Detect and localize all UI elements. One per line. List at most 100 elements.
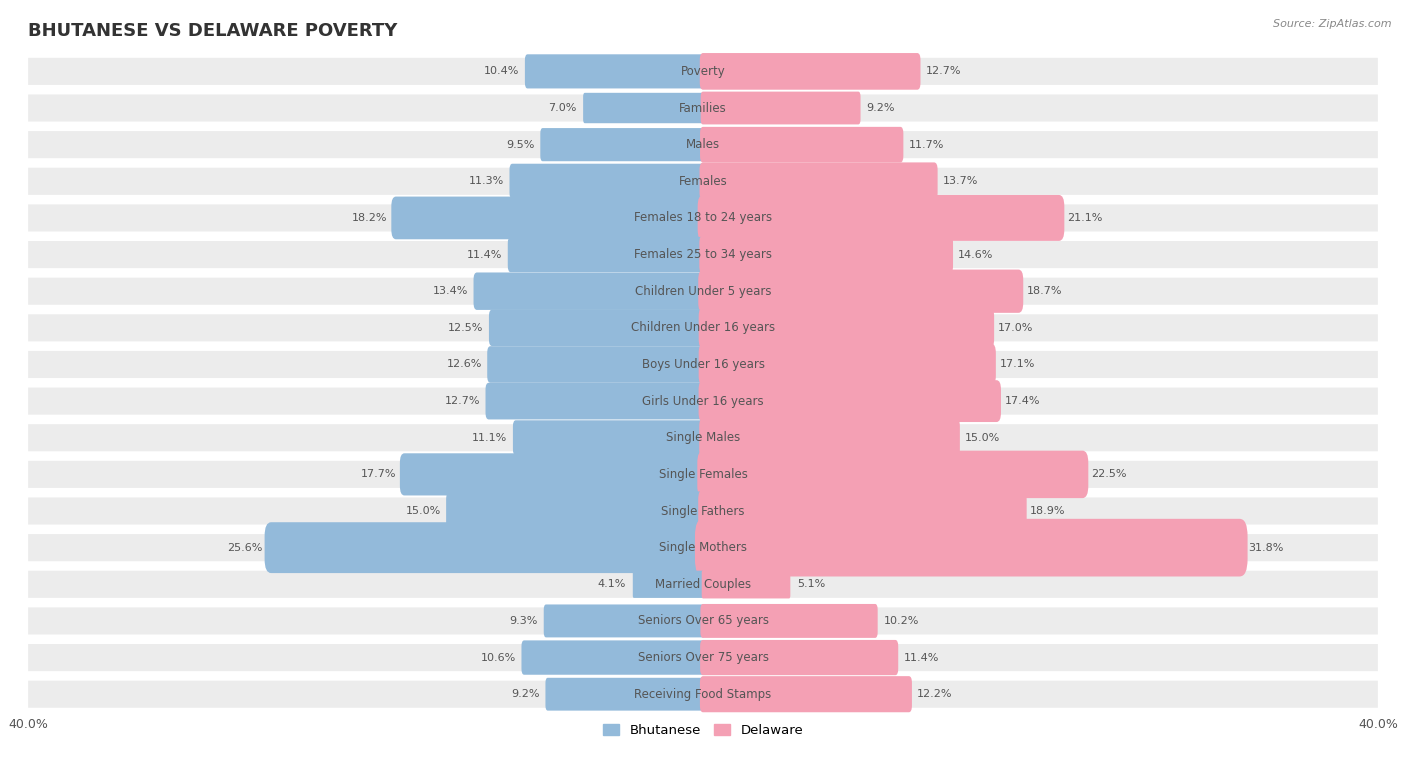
- Text: 11.4%: 11.4%: [904, 653, 939, 662]
- Text: 13.7%: 13.7%: [942, 177, 979, 186]
- FancyBboxPatch shape: [264, 522, 710, 573]
- Text: 7.0%: 7.0%: [548, 103, 576, 113]
- Text: 11.7%: 11.7%: [908, 139, 945, 149]
- Text: Single Mothers: Single Mothers: [659, 541, 747, 554]
- FancyBboxPatch shape: [700, 127, 904, 162]
- Text: 9.3%: 9.3%: [509, 616, 537, 626]
- FancyBboxPatch shape: [699, 381, 1001, 422]
- Text: Source: ZipAtlas.com: Source: ZipAtlas.com: [1274, 19, 1392, 29]
- FancyBboxPatch shape: [28, 644, 1378, 671]
- FancyBboxPatch shape: [583, 92, 704, 124]
- Text: 17.1%: 17.1%: [1000, 359, 1035, 369]
- Text: Females 25 to 34 years: Females 25 to 34 years: [634, 248, 772, 261]
- Text: 9.2%: 9.2%: [510, 689, 540, 699]
- Text: 4.1%: 4.1%: [598, 579, 626, 589]
- Text: Poverty: Poverty: [681, 65, 725, 78]
- FancyBboxPatch shape: [699, 418, 960, 457]
- FancyBboxPatch shape: [509, 164, 706, 199]
- FancyBboxPatch shape: [28, 95, 1378, 121]
- Text: 14.6%: 14.6%: [957, 249, 993, 259]
- Text: 5.1%: 5.1%: [797, 579, 825, 589]
- FancyBboxPatch shape: [540, 128, 706, 161]
- Text: Families: Families: [679, 102, 727, 114]
- Text: 12.7%: 12.7%: [925, 67, 962, 77]
- Text: 17.0%: 17.0%: [998, 323, 1033, 333]
- Text: Females 18 to 24 years: Females 18 to 24 years: [634, 211, 772, 224]
- Text: 9.2%: 9.2%: [866, 103, 896, 113]
- Text: Children Under 16 years: Children Under 16 years: [631, 321, 775, 334]
- Text: 10.2%: 10.2%: [883, 616, 920, 626]
- Text: 21.1%: 21.1%: [1067, 213, 1102, 223]
- Text: Seniors Over 75 years: Seniors Over 75 years: [637, 651, 769, 664]
- Text: Receiving Food Stamps: Receiving Food Stamps: [634, 688, 772, 700]
- Text: 11.1%: 11.1%: [472, 433, 508, 443]
- Text: 10.4%: 10.4%: [484, 67, 519, 77]
- FancyBboxPatch shape: [28, 387, 1378, 415]
- Text: Single Males: Single Males: [666, 431, 740, 444]
- Text: 25.6%: 25.6%: [228, 543, 263, 553]
- FancyBboxPatch shape: [28, 461, 1378, 488]
- FancyBboxPatch shape: [513, 420, 706, 456]
- FancyBboxPatch shape: [28, 607, 1378, 634]
- FancyBboxPatch shape: [699, 307, 994, 349]
- FancyBboxPatch shape: [28, 424, 1378, 451]
- Text: Married Couples: Married Couples: [655, 578, 751, 590]
- FancyBboxPatch shape: [28, 351, 1378, 378]
- Text: 15.0%: 15.0%: [965, 433, 1000, 443]
- Text: 31.8%: 31.8%: [1249, 543, 1284, 553]
- FancyBboxPatch shape: [488, 346, 706, 383]
- FancyBboxPatch shape: [544, 604, 706, 637]
- FancyBboxPatch shape: [489, 309, 706, 346]
- FancyBboxPatch shape: [702, 570, 790, 599]
- Text: 12.7%: 12.7%: [444, 396, 481, 406]
- Text: Boys Under 16 years: Boys Under 16 years: [641, 358, 765, 371]
- FancyBboxPatch shape: [699, 489, 1026, 533]
- Text: 18.7%: 18.7%: [1026, 287, 1063, 296]
- Text: 18.2%: 18.2%: [352, 213, 388, 223]
- Text: 11.3%: 11.3%: [468, 177, 503, 186]
- Text: Single Females: Single Females: [658, 468, 748, 481]
- FancyBboxPatch shape: [700, 604, 877, 638]
- Text: 12.2%: 12.2%: [917, 689, 953, 699]
- FancyBboxPatch shape: [699, 343, 995, 385]
- Text: Females: Females: [679, 175, 727, 188]
- Text: 11.4%: 11.4%: [467, 249, 502, 259]
- FancyBboxPatch shape: [546, 678, 706, 710]
- FancyBboxPatch shape: [28, 205, 1378, 231]
- FancyBboxPatch shape: [474, 272, 706, 310]
- FancyBboxPatch shape: [508, 237, 706, 272]
- Text: 10.6%: 10.6%: [481, 653, 516, 662]
- FancyBboxPatch shape: [28, 681, 1378, 708]
- FancyBboxPatch shape: [700, 640, 898, 675]
- Text: 18.9%: 18.9%: [1031, 506, 1066, 516]
- FancyBboxPatch shape: [28, 241, 1378, 268]
- FancyBboxPatch shape: [28, 571, 1378, 598]
- Text: BHUTANESE VS DELAWARE POVERTY: BHUTANESE VS DELAWARE POVERTY: [28, 23, 398, 40]
- Text: Children Under 5 years: Children Under 5 years: [634, 285, 772, 298]
- FancyBboxPatch shape: [399, 453, 707, 496]
- FancyBboxPatch shape: [446, 491, 707, 531]
- FancyBboxPatch shape: [28, 315, 1378, 341]
- FancyBboxPatch shape: [28, 168, 1378, 195]
- FancyBboxPatch shape: [485, 383, 706, 419]
- FancyBboxPatch shape: [695, 518, 1247, 577]
- Text: Seniors Over 65 years: Seniors Over 65 years: [637, 615, 769, 628]
- FancyBboxPatch shape: [697, 195, 1064, 241]
- FancyBboxPatch shape: [633, 571, 704, 598]
- Text: 13.4%: 13.4%: [433, 287, 468, 296]
- Text: 15.0%: 15.0%: [406, 506, 441, 516]
- Text: 9.5%: 9.5%: [506, 139, 534, 149]
- Legend: Bhutanese, Delaware: Bhutanese, Delaware: [598, 719, 808, 742]
- FancyBboxPatch shape: [524, 55, 706, 89]
- FancyBboxPatch shape: [697, 451, 1088, 498]
- Text: 22.5%: 22.5%: [1091, 469, 1126, 479]
- FancyBboxPatch shape: [699, 235, 953, 274]
- FancyBboxPatch shape: [700, 676, 912, 713]
- FancyBboxPatch shape: [28, 58, 1378, 85]
- Text: 17.4%: 17.4%: [1005, 396, 1040, 406]
- FancyBboxPatch shape: [28, 131, 1378, 158]
- Text: 12.6%: 12.6%: [447, 359, 482, 369]
- FancyBboxPatch shape: [28, 497, 1378, 525]
- FancyBboxPatch shape: [391, 196, 707, 240]
- Text: Single Fathers: Single Fathers: [661, 505, 745, 518]
